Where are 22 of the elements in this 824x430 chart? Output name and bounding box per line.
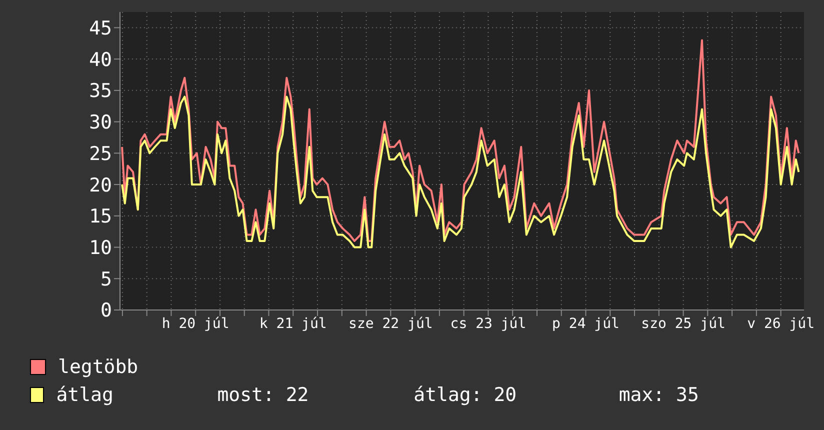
y-tick-label: 0 bbox=[100, 300, 112, 322]
y-tick-label: 20 bbox=[89, 174, 112, 196]
text: most: 22 bbox=[217, 383, 310, 408]
legend-label: legtöbb bbox=[58, 355, 140, 380]
y-tick-label: 35 bbox=[89, 80, 112, 102]
x-tick-label: h 20 júl bbox=[162, 316, 230, 332]
y-tick-label: 25 bbox=[89, 142, 112, 165]
x-tick-label: sze 22 júl bbox=[348, 316, 433, 332]
y-tick-label: 15 bbox=[89, 206, 112, 228]
text: átlag: 20 bbox=[414, 383, 518, 408]
x-tick-label: szo 25 júl bbox=[641, 316, 726, 332]
legend-label: átlag bbox=[56, 383, 114, 408]
x-tick-label: p 24 júl bbox=[552, 316, 620, 332]
y-tick-label: 30 bbox=[89, 112, 112, 134]
x-tick-label: v 26 júl bbox=[747, 316, 815, 332]
y-tick-label: 40 bbox=[89, 48, 112, 71]
x-tick-label: k 21 júl bbox=[259, 316, 327, 332]
y-tick-label: 10 bbox=[89, 237, 112, 260]
y-tick-label: 45 bbox=[89, 17, 112, 40]
y-tick-label: 5 bbox=[100, 268, 112, 290]
text: max: 35 bbox=[618, 383, 700, 408]
x-tick-label: cs 23 júl bbox=[450, 316, 526, 332]
